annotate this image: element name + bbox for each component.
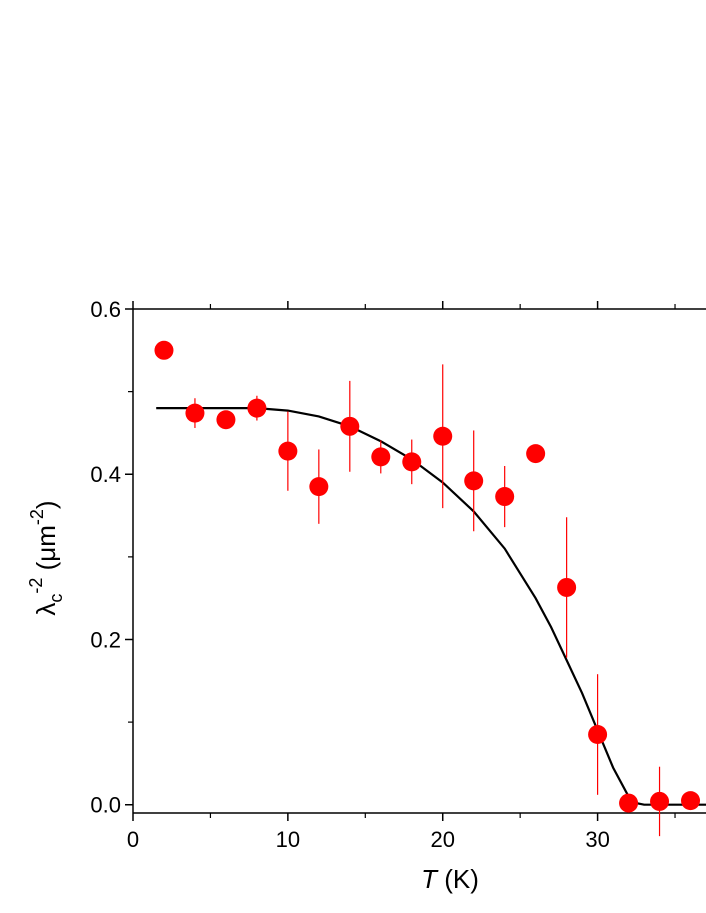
data-point <box>588 725 608 745</box>
x-tick-label: 30 <box>585 827 609 852</box>
data-point <box>619 793 639 813</box>
data-point <box>309 477 329 497</box>
y-tick-label: 0.4 <box>90 462 121 487</box>
y-tick-label: 0.6 <box>90 297 121 322</box>
data-point <box>185 403 205 423</box>
data-point <box>557 577 577 597</box>
data-point <box>464 471 484 491</box>
data-point <box>526 444 546 464</box>
y-axis-title: λc-2 (μm-2) <box>26 500 66 615</box>
y-tick-label: 0.0 <box>90 793 121 818</box>
data-point <box>433 426 453 446</box>
data-points <box>154 340 701 837</box>
data-point <box>371 447 391 467</box>
data-point <box>340 416 360 436</box>
data-point <box>650 791 670 811</box>
y-tick-label: 0.2 <box>90 627 121 652</box>
x-axis-title: T (K) <box>421 864 479 894</box>
data-point <box>278 441 298 461</box>
plot-frame <box>132 308 706 814</box>
x-tick-label: 20 <box>430 827 454 852</box>
x-tick-label: 10 <box>276 827 300 852</box>
x-tick-label: 0 <box>127 827 139 852</box>
axis-ticks: 0 10 20 30 0.0 0.2 0.4 0.6 <box>90 297 676 852</box>
data-point <box>402 452 422 472</box>
data-point <box>216 410 236 430</box>
fit-line <box>156 407 706 806</box>
data-point <box>681 791 701 811</box>
data-point <box>495 487 515 507</box>
data-point <box>154 340 174 360</box>
fit-curve <box>156 407 706 806</box>
data-point <box>247 398 267 418</box>
